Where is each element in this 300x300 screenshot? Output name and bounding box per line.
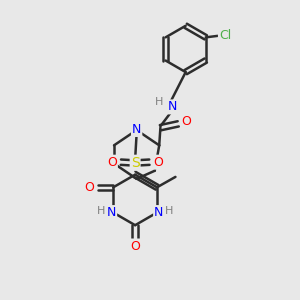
Text: H: H [97, 206, 105, 216]
Text: H: H [155, 98, 164, 107]
Text: N: N [168, 100, 177, 113]
Text: O: O [85, 181, 94, 194]
Text: N: N [132, 123, 141, 136]
Text: Cl: Cl [219, 29, 231, 42]
Text: O: O [153, 156, 163, 169]
Text: N: N [107, 206, 116, 219]
Text: O: O [130, 239, 140, 253]
Text: N: N [154, 206, 164, 219]
Text: H: H [165, 206, 174, 216]
Text: O: O [181, 115, 191, 128]
Text: S: S [131, 156, 140, 170]
Text: O: O [107, 156, 117, 169]
